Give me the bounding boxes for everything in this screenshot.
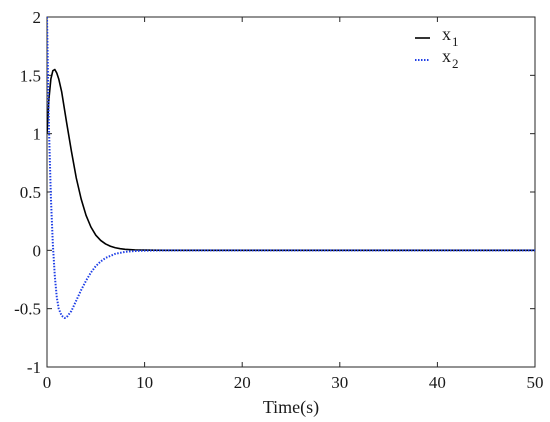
x-tick-label: 10 [136,373,153,392]
legend-label: x [442,46,451,66]
y-tick-label: 1 [33,125,42,144]
legend-subscript: 2 [452,56,459,71]
legend-subscript: 1 [452,34,459,49]
x-axis-label: Time(s) [263,397,319,418]
y-tick-label: 1.5 [20,66,41,85]
x-tick-label: 40 [429,373,446,392]
x-tick-label: 30 [331,373,348,392]
x-tick-label: 20 [234,373,251,392]
axis-ticks [46,16,536,368]
series-line-x1 [47,68,535,252]
y-tick-label: -1 [27,358,41,377]
y-tick-label: 0.5 [20,183,41,202]
y-tick-label: 2 [33,8,42,27]
legend-label: x [442,24,451,44]
x-tick-label: 0 [43,373,52,392]
x-tick-labels: 0 10 20 30 40 50 [43,373,544,392]
legend: x 1x 2 [415,24,459,71]
y-tick-label: 0 [33,241,42,260]
y-tick-label: -0.5 [14,300,41,319]
series-lines [47,17,535,319]
x-tick-label: 50 [527,373,544,392]
y-tick-labels: -1 -0.5 0 0.5 1 1.5 2 [14,8,41,377]
